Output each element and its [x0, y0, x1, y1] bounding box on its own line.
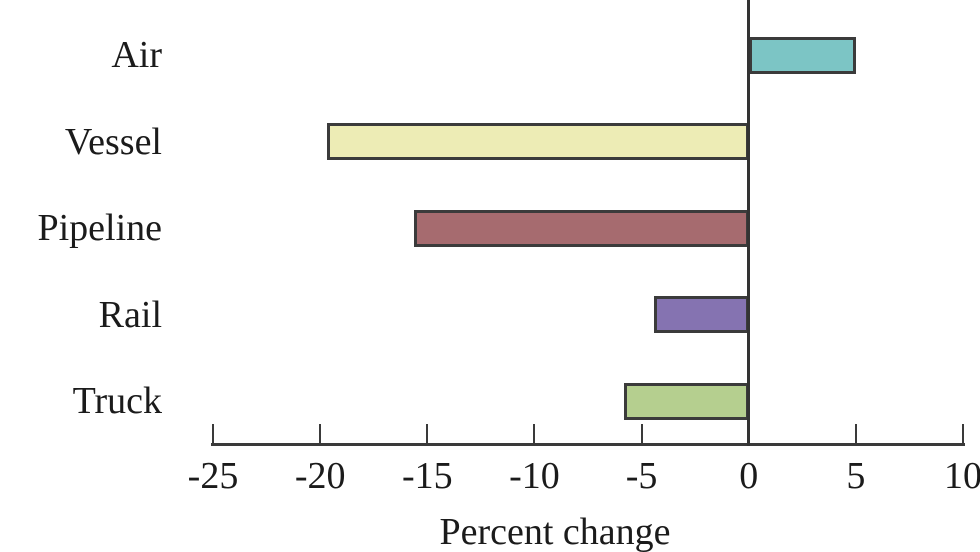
- x-tick-label: 10: [944, 455, 980, 497]
- x-tick: [319, 424, 322, 443]
- x-tick: [212, 424, 214, 443]
- x-tick-label: -20: [294, 455, 346, 497]
- bar-vessel: [326, 123, 749, 161]
- x-tick: [962, 424, 964, 443]
- x-axis-title: Percent change: [439, 511, 671, 552]
- x-tick-label: -5: [625, 455, 658, 497]
- x-tick: [854, 424, 857, 443]
- category-label-rail: Rail: [98, 293, 162, 336]
- bar-truck: [624, 382, 749, 420]
- category-label-air: Air: [111, 34, 162, 76]
- bar-pipeline: [414, 209, 749, 247]
- x-tick: [426, 424, 429, 443]
- x-tick-label: -25: [187, 455, 239, 497]
- category-label-truck: Truck: [72, 380, 162, 423]
- x-tick-label: -15: [401, 455, 453, 497]
- bar-rail: [654, 296, 749, 334]
- bar-air: [748, 36, 856, 74]
- zero-baseline: [747, 0, 751, 446]
- x-axis-line: [211, 443, 965, 446]
- x-tick-label: 5: [846, 455, 866, 497]
- x-tick-label: 0: [739, 455, 759, 497]
- x-tick: [640, 424, 643, 443]
- category-label-vessel: Vessel: [64, 120, 162, 163]
- category-label-pipeline: Pipeline: [37, 207, 162, 250]
- x-tick: [533, 424, 536, 443]
- x-tick-label: -10: [509, 455, 560, 497]
